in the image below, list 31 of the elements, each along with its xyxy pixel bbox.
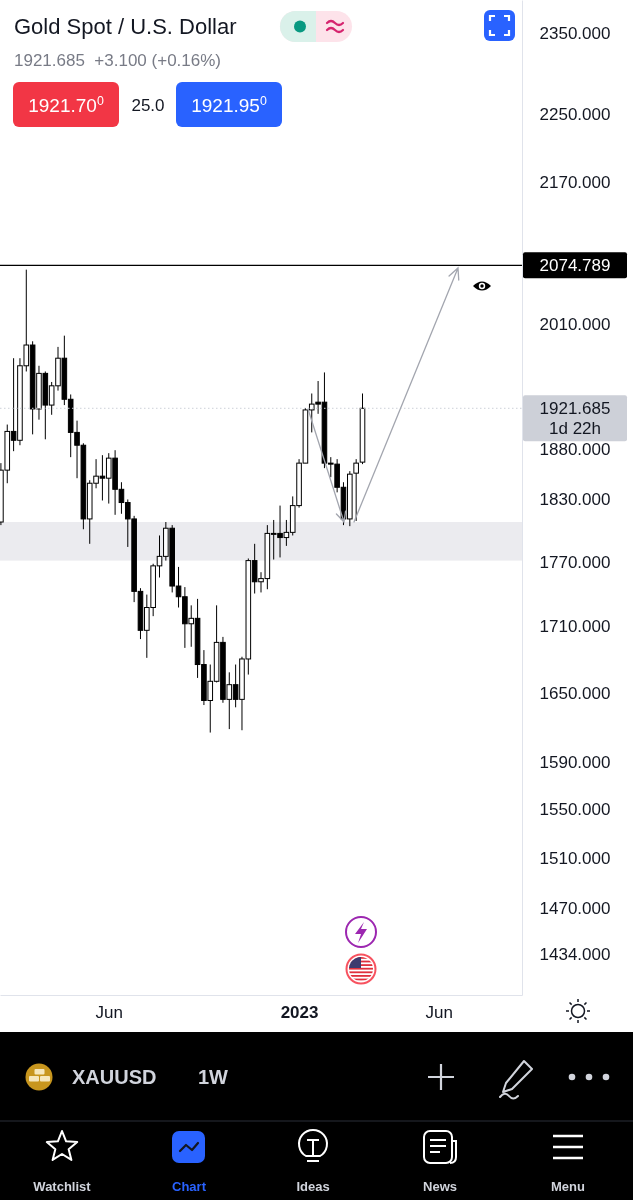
annotation: 1921.95$^{0}$ xyxy=(191,93,267,116)
y-tick-label: 1650.000 xyxy=(539,683,611,703)
x-tick-label: Jun xyxy=(95,1003,123,1023)
y-tick-label: 2010.000 xyxy=(539,315,611,335)
y-tick-label: 1470.000 xyxy=(539,898,611,918)
text: XAUUSD xyxy=(72,1066,157,1088)
y-tick-label: 2350.000 xyxy=(539,23,611,43)
annotation: 1921.70$^{0}$ xyxy=(28,93,104,116)
x-tick-label: 2023 xyxy=(280,1003,319,1023)
y-tick-label: 1880.000 xyxy=(539,440,611,460)
y-tick-label: 1770.000 xyxy=(539,552,611,572)
y-tick-label: 1710.000 xyxy=(539,616,611,636)
text: Ideas xyxy=(296,1178,330,1194)
y-tick-label: 1550.000 xyxy=(539,800,611,820)
y-tick-label: 1510.000 xyxy=(539,848,611,868)
y-tick-label: 2170.000 xyxy=(539,172,611,192)
text: Menu xyxy=(551,1178,586,1194)
text: 1921.685 +3.100 (+0.16%) xyxy=(14,50,221,70)
text: Watchlist xyxy=(33,1178,92,1194)
text: Gold Spot / U.S. Dollar xyxy=(14,13,237,39)
text: News xyxy=(423,1178,457,1194)
ref-line-label: 1921.685 1d 22h xyxy=(539,399,611,439)
y-tick-label: 1590.000 xyxy=(539,752,611,772)
text: Chart xyxy=(172,1178,207,1194)
y-tick-label: 1830.000 xyxy=(539,490,611,510)
annotation: 25.0 xyxy=(131,95,165,115)
ref-line-label: 2074.789 xyxy=(539,256,611,276)
x-tick-label: Jun xyxy=(425,1003,453,1023)
y-tick-label: 2250.000 xyxy=(539,105,611,125)
text: 1W xyxy=(198,1066,229,1088)
y-tick-label: 1434.000 xyxy=(539,945,611,965)
